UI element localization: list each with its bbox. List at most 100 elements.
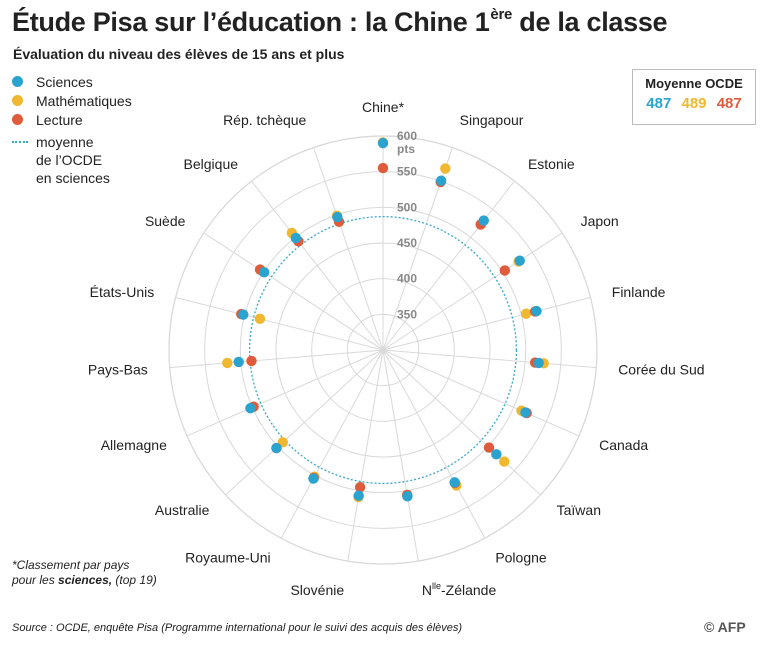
tick-label-350: 350 [397, 307, 417, 321]
point-lecture-14 [246, 355, 257, 367]
category-label: Japon [581, 213, 619, 229]
oecd-reference-circle [248, 215, 518, 485]
category-label: Singapour [460, 112, 524, 128]
category-label: Pays-Bas [88, 361, 148, 377]
category-label: Pologne [495, 550, 547, 566]
category-label: Slovénie [290, 582, 344, 598]
point-sciences-18 [332, 211, 343, 223]
legend-item-oecd-average: moyenne de l’OCDE en sciences [12, 133, 132, 187]
category-label: Belgique [184, 156, 239, 172]
legend-label-maths: Mathématiques [36, 92, 132, 109]
oecd-box-title: Moyenne OCDE [645, 76, 743, 91]
grid-spoke [203, 232, 384, 351]
point-sciences-6 [520, 407, 531, 418]
legend-oecd-line3: en sciences [36, 170, 110, 186]
title-end: de la classe [512, 7, 668, 37]
chart-title: Étude Pisa sur l’éducation : la Chine 1è… [12, 6, 668, 38]
legend-item-lecture: Lecture [12, 110, 132, 129]
grid-spoke [382, 349, 597, 369]
oecd-box-values: 487 489 487 [633, 95, 755, 112]
grid-spoke [175, 296, 384, 351]
tick-label-400: 400 [397, 272, 417, 286]
category-label: Chine* [362, 99, 405, 115]
category-label: Australie [155, 502, 210, 518]
grid-spoke [382, 349, 419, 562]
category-label: Taïwan [557, 502, 601, 518]
point-lecture-10 [354, 482, 366, 493]
grid-spoke [169, 349, 384, 369]
footnote-line2-post: (top 19) [112, 573, 157, 587]
tick-unit-label: pts [397, 142, 415, 156]
tick-label-450: 450 [397, 236, 417, 250]
oecd-value-lecture: 487 [716, 95, 742, 112]
tick-label-500: 500 [397, 200, 417, 214]
point-sciences-9 [402, 491, 413, 502]
grid-spoke [382, 180, 515, 351]
grid-spoke [225, 349, 384, 496]
point-lecture-7 [483, 442, 495, 453]
legend: Sciences Mathématiques Lecture moyenne d… [12, 72, 132, 187]
legend-dot-sciences [12, 76, 23, 87]
grid-spoke [347, 349, 384, 562]
legend-label-sciences: Sciences [36, 73, 93, 90]
point-sciences-5 [533, 357, 544, 369]
grid-spoke [313, 147, 384, 351]
point-sciences-15 [238, 309, 249, 320]
point-sciences-14 [233, 356, 244, 368]
category-label: Suède [145, 213, 186, 229]
grid-spoke [186, 349, 384, 437]
point-sciences-17 [290, 232, 302, 244]
source-note: Source : OCDE, enquête Pisa (Programme i… [12, 622, 463, 634]
category-label: Nlle-Zélande [422, 581, 497, 598]
legend-label-lecture: Lecture [36, 111, 83, 128]
footnote-line2-pre: pour les [12, 573, 59, 587]
legend-item-sciences: Sciences [12, 72, 132, 91]
point-mathmatiques-14 [222, 357, 233, 369]
grid-spoke [382, 349, 580, 437]
category-label: Royaume-Uni [185, 550, 271, 566]
grid-spoke [280, 349, 384, 539]
point-sciences-13 [245, 402, 256, 414]
category-label: Finlande [612, 284, 666, 300]
point-sciences-3 [514, 255, 525, 266]
grid-spoke [382, 296, 591, 351]
grid-spoke [382, 232, 563, 351]
legend-item-maths: Mathématiques [12, 91, 132, 110]
point-sciences-2 [478, 215, 489, 226]
legend-dotted-line [12, 141, 28, 187]
category-label: Corée du Sud [618, 361, 704, 377]
title-main: Étude Pisa sur l’éducation : la Chine 1 [12, 7, 490, 37]
footnote-line1: *Classement par pays [12, 558, 130, 572]
point-sciences-1 [435, 175, 447, 186]
legend-oecd-line1: moyenne [36, 134, 94, 150]
point-sciences-12 [271, 442, 282, 454]
point-sciences-16 [258, 267, 270, 278]
legend-dot-maths [12, 95, 23, 106]
grid-spoke [382, 349, 541, 496]
oecd-value-maths: 489 [681, 95, 707, 112]
point-lecture-3 [499, 265, 511, 276]
footnote: *Classement par pays pour les sciences, … [12, 558, 157, 588]
footnote-line2-bold: sciences, [58, 573, 113, 587]
tick-label-600: 600 [397, 129, 417, 143]
category-label: Canada [599, 437, 648, 453]
point-sciences-11 [308, 473, 319, 484]
grid-spoke [251, 180, 384, 351]
point-sciences-7 [491, 449, 502, 460]
point-mathmatiques-4 [520, 308, 532, 319]
chart-subtitle: Évaluation du niveau des élèves de 15 an… [13, 46, 345, 62]
category-label: Allemagne [101, 437, 167, 453]
title-superscript: ère [490, 6, 513, 23]
point-mathmatiques-15 [254, 313, 266, 325]
legend-dot-lecture [12, 114, 23, 125]
point-sciences-4 [531, 305, 542, 317]
tick-label-550: 550 [397, 165, 417, 179]
category-label: Rép. tchèque [223, 112, 306, 128]
oecd-average-box: Moyenne OCDE 487 489 487 [632, 69, 756, 125]
afp-credit: © AFP [704, 619, 746, 635]
point-mathmatiques-1 [440, 163, 451, 174]
grid-spoke [382, 349, 486, 539]
category-label: États-Unis [90, 284, 155, 300]
point-sciences-10 [353, 490, 364, 501]
